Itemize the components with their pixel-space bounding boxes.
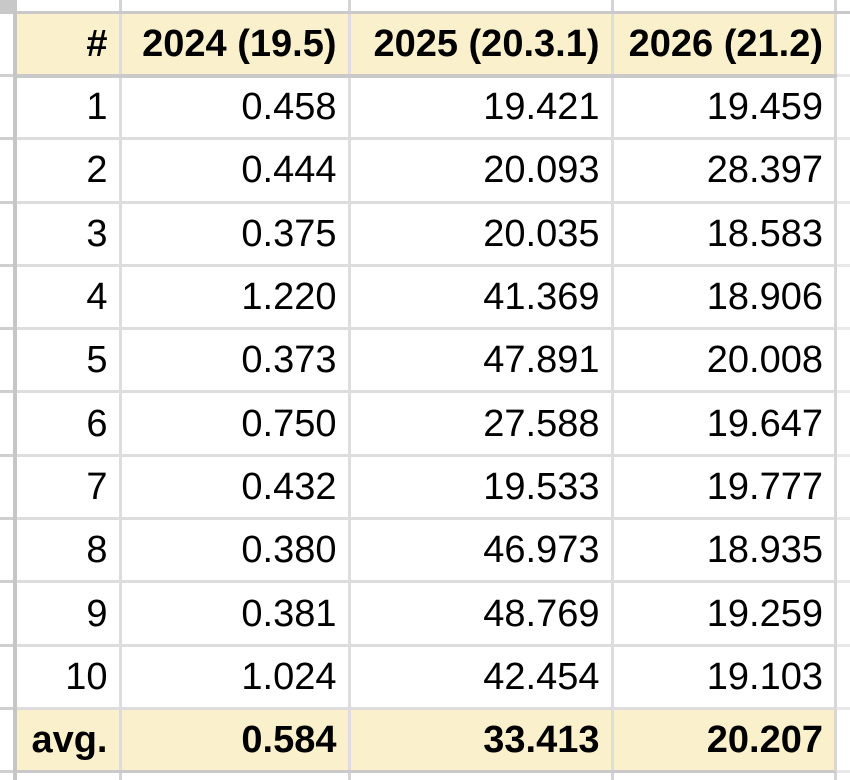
- row-number-cell[interactable]: 6: [17, 393, 119, 454]
- footer-value-cell[interactable]: 0.584: [121, 709, 348, 771]
- header-underline-gridline: [17, 74, 837, 78]
- data-cell[interactable]: 20.008: [613, 330, 834, 391]
- data-cell[interactable]: 46.973: [350, 520, 611, 581]
- data-cell[interactable]: 18.906: [613, 266, 834, 328]
- edge-strip-cell: [0, 583, 13, 647]
- footer-value-cell[interactable]: 20.207: [613, 709, 834, 771]
- data-cell[interactable]: 1.024: [121, 646, 348, 707]
- edge-strip-cell: [837, 267, 850, 331]
- row-number-cell[interactable]: 4: [17, 266, 119, 328]
- edge-strip-cell: [837, 140, 850, 204]
- edge-strip-cell: [0, 330, 13, 394]
- data-cell[interactable]: 19.533: [350, 456, 611, 518]
- gridline-stub: [610, 0, 614, 11]
- data-cell[interactable]: 19.421: [350, 77, 611, 138]
- data-cell[interactable]: 19.259: [613, 583, 834, 644]
- edge-strip-cell: [837, 393, 850, 457]
- data-cell[interactable]: 18.935: [613, 520, 834, 581]
- edge-strip-cell: [0, 204, 13, 267]
- row-number-cell[interactable]: 5: [17, 330, 119, 391]
- edge-strip-cell: [837, 14, 850, 77]
- column-header[interactable]: 2024 (19.5): [121, 14, 348, 74]
- gridline-stub: [347, 0, 351, 11]
- data-cell[interactable]: 18.583: [613, 203, 834, 264]
- top-gridline: [17, 11, 850, 14]
- corner-block: [0, 0, 17, 14]
- data-cell[interactable]: 41.369: [350, 266, 611, 328]
- edge-strip-cell: [0, 520, 13, 584]
- data-cell[interactable]: 0.381: [121, 583, 348, 644]
- edge-strip-cell: [0, 457, 13, 521]
- data-cell[interactable]: 0.373: [121, 330, 348, 391]
- edge-strip-cell: [0, 710, 13, 774]
- data-cell[interactable]: 48.769: [350, 583, 611, 644]
- footer-value-cell[interactable]: 33.413: [350, 709, 611, 771]
- edge-strip-cell: [837, 647, 850, 710]
- edge-strip-cell: [0, 647, 13, 710]
- edge-strip-cell: [837, 520, 850, 584]
- column-header[interactable]: #: [17, 14, 119, 74]
- data-cell[interactable]: 19.647: [613, 393, 834, 454]
- row-number-cell[interactable]: 1: [17, 77, 119, 138]
- spreadsheet-table: #2024 (19.5) 2025 (20.3.1) 2026 (21.2) 1 0.4…: [17, 14, 837, 774]
- edge-strip-cell: [837, 457, 850, 521]
- left-edge-strip: [0, 14, 13, 774]
- data-cell[interactable]: 0.432: [121, 456, 348, 518]
- data-cell[interactable]: 0.375: [121, 203, 348, 264]
- edge-strip-cell: [0, 140, 13, 204]
- edge-strip-cell: [837, 710, 850, 774]
- data-cell[interactable]: 28.397: [613, 140, 834, 201]
- edge-strip-cell: [0, 393, 13, 457]
- data-cell[interactable]: 20.093: [350, 140, 611, 201]
- data-cell[interactable]: 47.891: [350, 330, 611, 391]
- edge-strip-cell: [837, 330, 850, 394]
- row-number-cell[interactable]: 9: [17, 583, 119, 644]
- row-number-cell[interactable]: 8: [17, 520, 119, 581]
- data-cell[interactable]: 42.454: [350, 646, 611, 707]
- footer-label-cell[interactable]: avg.: [17, 709, 119, 771]
- edge-strip-cell: [837, 77, 850, 141]
- data-cell[interactable]: 0.458: [121, 77, 348, 138]
- data-cell[interactable]: 1.220: [121, 266, 348, 328]
- gridline-stub: [347, 773, 351, 780]
- gridline-stub: [610, 773, 614, 780]
- right-edge-strip: [837, 14, 850, 774]
- data-cell[interactable]: 19.103: [613, 646, 834, 707]
- gridline-stub: [834, 773, 837, 780]
- column-header[interactable]: 2025 (20.3.1): [350, 14, 611, 74]
- row-number-cell[interactable]: 2: [17, 140, 119, 201]
- data-cell[interactable]: 19.777: [613, 456, 834, 518]
- left-divider-gridline: [13, 11, 17, 780]
- column-header[interactable]: 2026 (21.2): [613, 14, 834, 74]
- data-cell[interactable]: 19.459: [613, 77, 834, 138]
- edge-strip-cell: [837, 204, 850, 267]
- row-number-cell[interactable]: 3: [17, 203, 119, 264]
- data-cell[interactable]: 0.750: [121, 393, 348, 454]
- data-cell[interactable]: 20.035: [350, 203, 611, 264]
- gridline-stub: [834, 0, 837, 11]
- row-number-cell[interactable]: 7: [17, 456, 119, 518]
- gridline-stub: [118, 773, 122, 780]
- gridline-stub: [118, 0, 122, 11]
- data-cell[interactable]: 27.588: [350, 393, 611, 454]
- data-cell[interactable]: 0.380: [121, 520, 348, 581]
- edge-strip-cell: [0, 14, 13, 77]
- edge-strip-cell: [837, 583, 850, 647]
- row-number-cell[interactable]: 10: [17, 646, 119, 707]
- data-cell[interactable]: 0.444: [121, 140, 348, 201]
- edge-strip-cell: [0, 77, 13, 141]
- edge-strip-cell: [0, 267, 13, 331]
